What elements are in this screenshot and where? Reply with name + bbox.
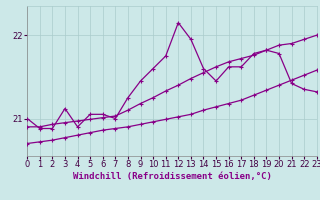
- X-axis label: Windchill (Refroidissement éolien,°C): Windchill (Refroidissement éolien,°C): [73, 172, 271, 181]
